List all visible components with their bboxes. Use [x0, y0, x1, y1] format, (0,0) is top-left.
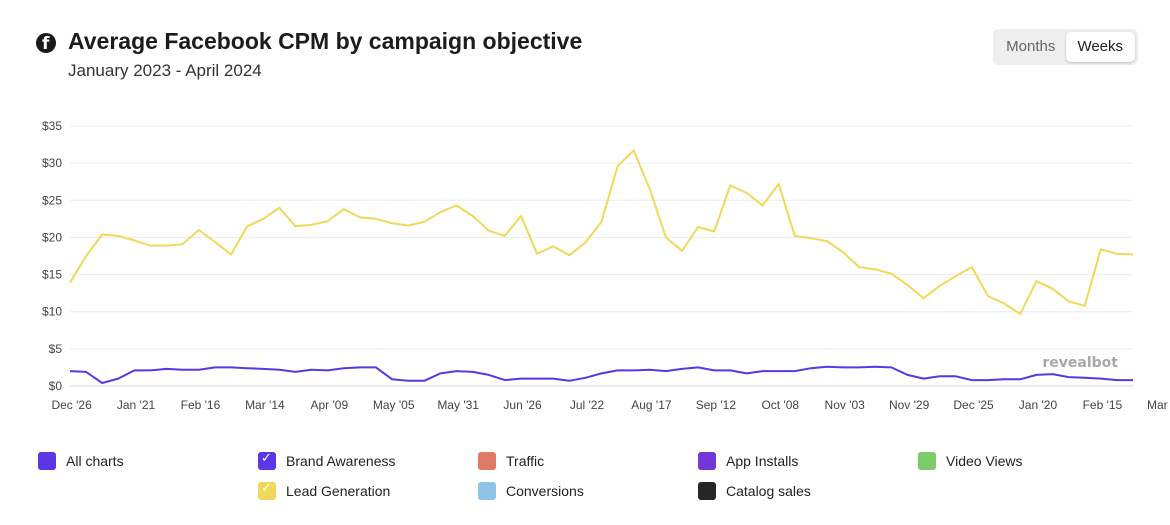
chart-title: Average Facebook CPM by campaign objecti… [68, 28, 583, 54]
x-tick-label: Nov '03 [825, 398, 866, 412]
x-tick-label: May '31 [437, 398, 479, 412]
legend-label: App Installs [726, 453, 799, 469]
x-tick-label: Jun '26 [503, 398, 542, 412]
legend-swatch [478, 452, 496, 470]
legend-item-conversions[interactable]: Conversions [478, 482, 584, 500]
revealbot-watermark: revealbot [1042, 355, 1118, 371]
x-tick-label: Feb '16 [181, 398, 221, 412]
y-tick-label: $10 [42, 305, 62, 319]
checkmark-icon: ✓ [261, 481, 272, 496]
legend-label: Video Views [946, 453, 1023, 469]
legend-item-lead-generation[interactable]: ✓ Lead Generation [258, 481, 391, 500]
y-tick-label: $5 [49, 342, 63, 356]
legend-swatch [38, 452, 56, 470]
x-tick-label: Sep '12 [696, 398, 737, 412]
y-tick-label: $20 [42, 230, 62, 244]
x-tick-label: Aug '17 [631, 398, 672, 412]
title-row: f Average Facebook CPM by campaign objec… [36, 28, 582, 55]
legend-swatch [478, 482, 496, 500]
x-tick-label: Nov '29 [889, 398, 930, 412]
period-toggle: Months Weeks [993, 29, 1138, 65]
chart-header: f Average Facebook CPM by campaign objec… [36, 28, 582, 81]
legend-item-traffic[interactable]: Traffic [478, 452, 544, 470]
x-tick-label: May '05 [373, 398, 415, 412]
legend-item-brand-awareness[interactable]: ✓ Brand Awareness [258, 451, 396, 470]
legend-item-video-views[interactable]: Video Views [918, 452, 1023, 470]
legend-label: Lead Generation [286, 483, 391, 499]
checkmark-icon: ✓ [261, 451, 272, 466]
y-tick-label: $25 [42, 193, 62, 207]
legend-item-all-charts[interactable]: All charts [38, 452, 124, 470]
x-tick-label: Dec '25 [953, 398, 994, 412]
x-tick-label: Apr '09 [310, 398, 348, 412]
x-tick-label: Mar '14 [245, 398, 285, 412]
legend-swatch [698, 482, 716, 500]
legend-label: Conversions [506, 483, 584, 499]
x-tick-label: Jan '21 [117, 398, 156, 412]
legend-checkbox: ✓ [258, 451, 276, 470]
legend-label: Catalog sales [726, 483, 811, 499]
legend-label: Traffic [506, 453, 545, 469]
legend-item-app-installs[interactable]: App Installs [698, 452, 798, 470]
x-tick-label: Mar '12 [1147, 398, 1170, 412]
legend-checkbox: ✓ [258, 481, 276, 500]
x-tick-label: Jan '20 [1019, 398, 1058, 412]
legend-swatch [698, 452, 716, 470]
legend-label: Brand Awareness [286, 453, 396, 469]
x-tick-label: Dec '26 [51, 398, 92, 412]
legend-label: All charts [66, 453, 124, 469]
x-tick-label: Jul '22 [570, 398, 605, 412]
y-tick-label: $35 [42, 119, 62, 133]
x-tick-label: Oct '08 [761, 398, 799, 412]
series-line-brand-awareness [69, 365, 1133, 384]
legend-swatch [918, 452, 936, 470]
series-line-lead-generation [69, 149, 1134, 315]
y-tick-label: $0 [49, 379, 63, 393]
chart-subtitle: January 2023 - April 2024 [68, 61, 262, 80]
weeks-toggle-button[interactable]: Weeks [1065, 32, 1135, 62]
cpm-line-chart: $0 $5 $10 $15 $20 $25 $30 $35 Dec '26 Jan '21 Feb … [42, 119, 1170, 412]
facebook-icon: f [36, 32, 56, 54]
legend-item-catalog-sales[interactable]: Catalog sales [698, 482, 811, 500]
y-tick-label: $15 [42, 268, 62, 282]
months-toggle-button[interactable]: Months [1006, 38, 1056, 55]
x-tick-label: Feb '15 [1083, 398, 1123, 412]
y-tick-label: $30 [42, 156, 62, 170]
